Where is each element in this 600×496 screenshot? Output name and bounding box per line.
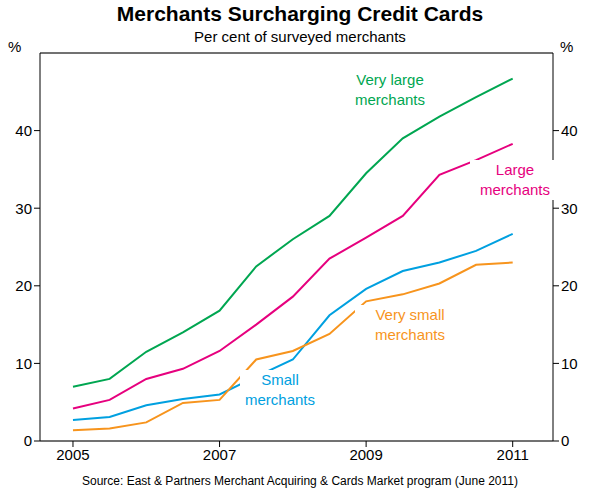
svg-text:40: 40	[15, 122, 32, 139]
svg-text:10: 10	[561, 355, 578, 372]
svg-text:2005: 2005	[56, 446, 89, 463]
svg-text:10: 10	[15, 355, 32, 372]
svg-text:2007: 2007	[203, 446, 236, 463]
svg-text:40: 40	[561, 122, 578, 139]
html-text:Per cent of surveyed merchants: Per cent of surveyed merchants	[194, 28, 406, 45]
html-text:Very small merchants: Very small merchants	[375, 306, 445, 343]
html-text:Merchants Surcharging Credit C: Merchants Surcharging Credit Cards	[116, 2, 484, 25]
svg-text:2011: 2011	[497, 446, 529, 463]
svg-text:0: 0	[24, 432, 32, 449]
html-text:Large merchants: Large merchants	[480, 161, 550, 198]
svg-text:30: 30	[15, 200, 32, 217]
svg-text:2009: 2009	[349, 446, 382, 463]
html-text:Very large merchants: Very large merchants	[355, 71, 425, 108]
html-text:Small merchants: Small merchants	[245, 371, 315, 408]
html-text:Source: East & Partners Mercha: Source: East & Partners Merchant Acquiri…	[82, 474, 518, 488]
svg-text:0: 0	[561, 432, 569, 449]
svg-text:20: 20	[15, 277, 32, 294]
svg-text:20: 20	[561, 277, 578, 294]
svg-text:30: 30	[561, 200, 578, 217]
